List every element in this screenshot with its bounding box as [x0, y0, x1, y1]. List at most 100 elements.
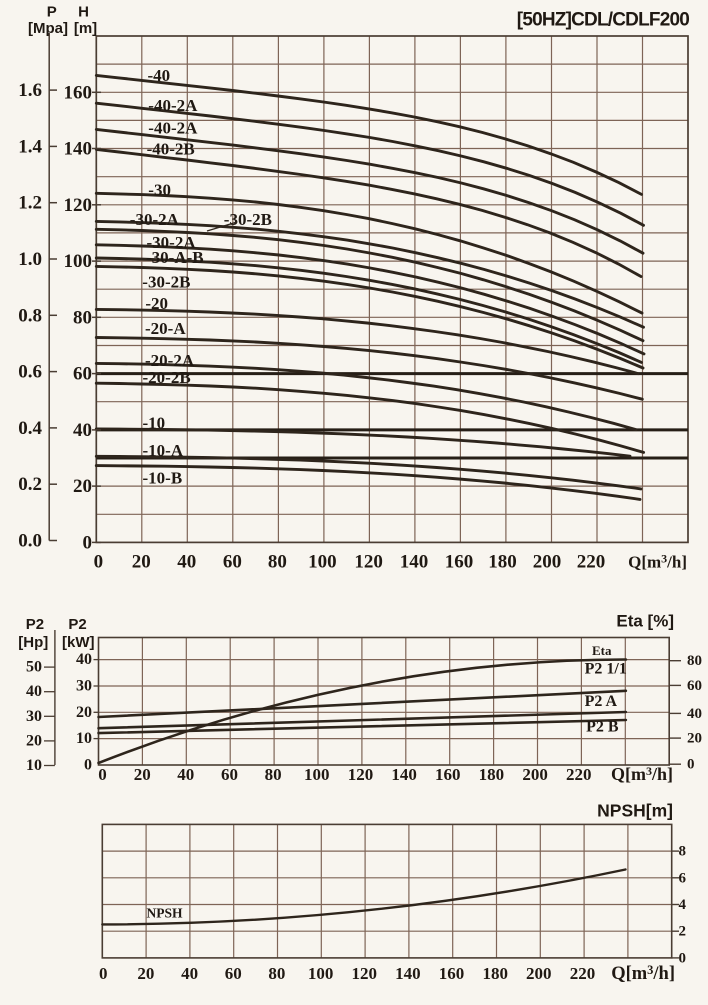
svg-text:200: 200	[526, 964, 552, 983]
svg-text:NPSH: NPSH	[147, 906, 184, 921]
svg-text:0: 0	[99, 964, 108, 983]
svg-text:220: 220	[570, 964, 596, 983]
svg-text:60: 60	[221, 765, 238, 784]
svg-text:-10: -10	[143, 414, 166, 433]
svg-text:0: 0	[687, 757, 695, 773]
svg-text:[m]: [m]	[74, 20, 97, 37]
svg-text:60: 60	[225, 964, 242, 983]
svg-text:P2: P2	[68, 616, 86, 633]
svg-text:Q[m3/h]: Q[m3/h]	[628, 552, 687, 572]
svg-text:120: 120	[351, 964, 377, 983]
svg-text:140: 140	[391, 765, 417, 784]
svg-text:180: 180	[482, 964, 508, 983]
svg-text:0.8: 0.8	[18, 305, 42, 326]
svg-text:40: 40	[76, 651, 92, 668]
svg-text:60: 60	[73, 364, 92, 385]
svg-text:0: 0	[679, 950, 687, 966]
svg-text:Q[m3/h]: Q[m3/h]	[611, 963, 675, 984]
svg-text:220: 220	[577, 552, 606, 573]
svg-text:0.0: 0.0	[18, 531, 42, 552]
svg-text:120: 120	[64, 195, 93, 216]
svg-text:[Hp]: [Hp]	[18, 634, 48, 651]
svg-text:160: 160	[439, 964, 465, 983]
svg-text:P2 1/1: P2 1/1	[585, 661, 627, 678]
svg-text:200: 200	[533, 552, 562, 573]
svg-text:0: 0	[83, 532, 93, 553]
svg-text:20: 20	[134, 765, 151, 784]
svg-text:-30-A-B: -30-A-B	[146, 248, 204, 267]
svg-text:40: 40	[26, 683, 42, 700]
svg-text:140: 140	[400, 552, 429, 573]
svg-text:-20-2A: -20-2A	[145, 351, 195, 370]
svg-text:20: 20	[137, 964, 154, 983]
svg-text:[kW]: [kW]	[62, 634, 95, 651]
svg-text:80: 80	[268, 964, 285, 983]
svg-text:[50HZ]CDL/CDLF200: [50HZ]CDL/CDLF200	[517, 10, 689, 31]
svg-text:1.2: 1.2	[18, 193, 42, 214]
svg-text:10: 10	[26, 757, 42, 774]
svg-text:100: 100	[304, 765, 330, 784]
svg-text:20: 20	[132, 552, 151, 573]
svg-text:180: 180	[488, 552, 517, 573]
svg-text:0.2: 0.2	[18, 474, 42, 495]
svg-text:P2 B: P2 B	[586, 719, 619, 736]
svg-text:1.6: 1.6	[18, 80, 42, 101]
svg-text:200: 200	[522, 765, 548, 784]
svg-text:P: P	[47, 4, 57, 21]
svg-text:0.6: 0.6	[18, 362, 42, 383]
svg-text:40: 40	[73, 420, 92, 441]
svg-text:8: 8	[679, 844, 687, 860]
svg-text:40: 40	[177, 765, 194, 784]
svg-text:2: 2	[679, 924, 687, 940]
svg-text:50: 50	[26, 659, 42, 676]
svg-text:-40-2A: -40-2A	[148, 96, 198, 115]
svg-text:-30-2A: -30-2A	[147, 233, 197, 252]
svg-text:Eta: Eta	[592, 643, 612, 658]
svg-text:-30-2B: -30-2B	[142, 272, 190, 291]
svg-text:30: 30	[26, 708, 42, 725]
svg-text:160: 160	[435, 765, 461, 784]
svg-text:-40-2B: -40-2B	[147, 139, 195, 158]
svg-text:220: 220	[566, 765, 592, 784]
svg-text:100: 100	[64, 251, 93, 272]
svg-text:140: 140	[395, 964, 421, 983]
svg-text:20: 20	[76, 704, 92, 721]
svg-text:100: 100	[308, 552, 337, 573]
svg-text:80: 80	[73, 307, 92, 328]
svg-text:20: 20	[687, 731, 702, 747]
svg-text:40: 40	[177, 552, 196, 573]
svg-text:-30-2A: -30-2A	[130, 210, 180, 229]
svg-text:-10-B: -10-B	[143, 469, 183, 488]
svg-text:-30-2B: -30-2B	[224, 210, 272, 229]
svg-text:10: 10	[76, 730, 92, 747]
svg-text:100: 100	[308, 964, 334, 983]
svg-text:H: H	[78, 4, 89, 21]
svg-text:0: 0	[84, 757, 92, 774]
svg-text:[Mpa]: [Mpa]	[28, 20, 68, 37]
svg-text:-20: -20	[145, 294, 168, 313]
svg-text:-20-A: -20-A	[145, 319, 186, 338]
svg-text:60: 60	[687, 678, 702, 694]
svg-text:-40: -40	[148, 66, 171, 85]
svg-text:80: 80	[687, 653, 702, 669]
svg-text:NPSH[m]: NPSH[m]	[597, 801, 673, 821]
svg-text:-10-A: -10-A	[143, 441, 184, 460]
svg-text:30: 30	[76, 678, 92, 695]
svg-text:20: 20	[26, 732, 42, 749]
svg-text:Q[m3/h]: Q[m3/h]	[611, 764, 673, 784]
svg-text:1.0: 1.0	[18, 249, 42, 270]
svg-text:40: 40	[181, 964, 198, 983]
svg-text:60: 60	[223, 552, 242, 573]
svg-text:40: 40	[687, 706, 702, 722]
svg-text:20: 20	[73, 476, 92, 497]
svg-text:140: 140	[64, 139, 93, 160]
svg-text:6: 6	[679, 870, 687, 886]
svg-text:-20-2B: -20-2B	[143, 368, 191, 387]
svg-text:180: 180	[479, 765, 505, 784]
svg-text:Eta [%]: Eta [%]	[616, 612, 674, 631]
svg-text:-30: -30	[148, 180, 171, 199]
svg-text:0: 0	[98, 765, 107, 784]
svg-text:80: 80	[265, 765, 282, 784]
svg-text:-40-2A: -40-2A	[148, 118, 198, 137]
svg-text:120: 120	[348, 765, 374, 784]
